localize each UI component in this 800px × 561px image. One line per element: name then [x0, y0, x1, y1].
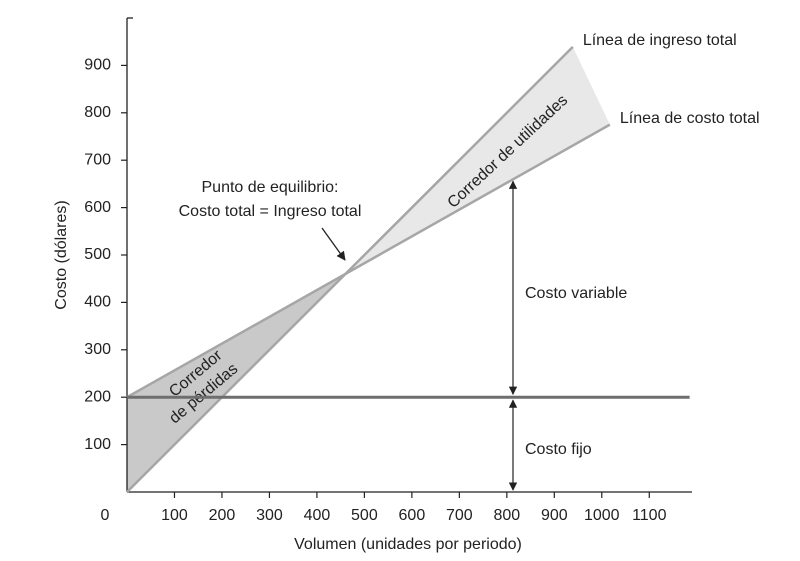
x-axis-label: Volumen (unidades por periodo) — [294, 536, 522, 553]
y-tick-label: 300 — [84, 341, 111, 358]
x-tick-label: 100 — [161, 507, 188, 524]
y-tick-label: 400 — [84, 294, 111, 311]
y-tick-label: 700 — [84, 151, 111, 168]
y-axis-label: Costo (dólares) — [53, 200, 70, 309]
x-tick-label: 200 — [209, 507, 236, 524]
x-tick-label: 1000 — [584, 507, 620, 524]
x-tick-label: 0 — [101, 507, 110, 524]
profit-area — [345, 46, 610, 274]
x-tick-label: 1100 — [632, 507, 667, 524]
annotation-arrow — [321, 227, 346, 261]
y-tick-label: 900 — [84, 57, 111, 74]
x-tick-label: 300 — [256, 507, 283, 524]
y-tick-label: 800 — [84, 104, 111, 121]
x-tick-label: 900 — [541, 507, 568, 524]
x-tick-label: 400 — [304, 507, 331, 524]
series-line — [126, 46, 574, 493]
annotation: Punto de equilibrio: — [202, 179, 339, 196]
x-tick-label: 600 — [399, 507, 426, 524]
series-label: Línea de ingreso total — [583, 32, 737, 49]
series-label: Línea de costo total — [620, 110, 760, 127]
annotation: Costo variable — [525, 285, 627, 302]
y-tick-label: 200 — [84, 388, 111, 405]
series-line — [126, 123, 611, 399]
y-tick-label: 500 — [84, 246, 111, 263]
x-tick-label: 500 — [351, 507, 378, 524]
y-tick-label: 100 — [84, 436, 111, 453]
x-tick-label: 700 — [446, 507, 473, 524]
y-tick-label: 600 — [84, 199, 111, 216]
x-tick-label: 800 — [493, 507, 520, 524]
annotation: Costo total = Ingreso total — [179, 203, 362, 220]
annotation: Costo fijo — [525, 441, 592, 458]
